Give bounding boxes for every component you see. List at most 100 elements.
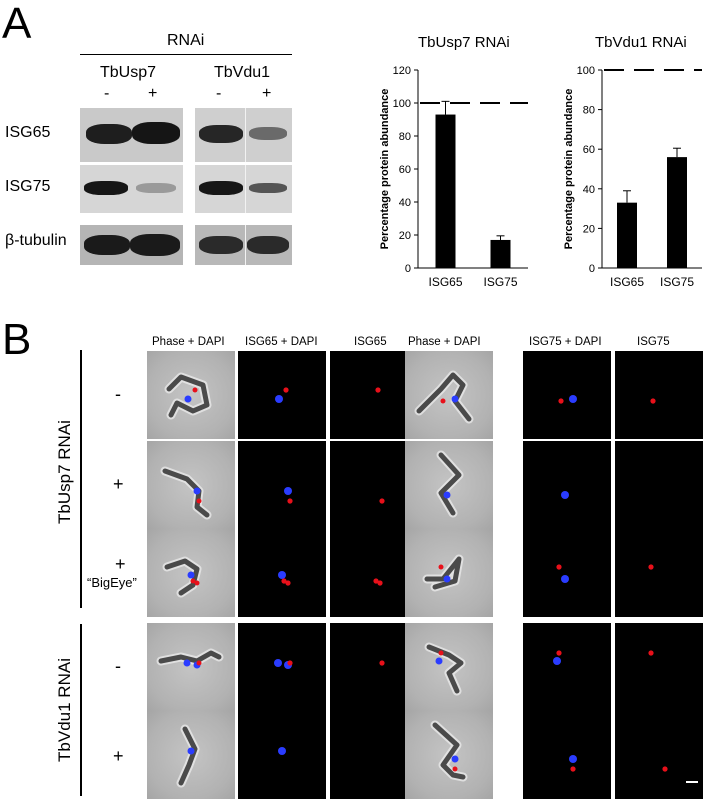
micrograph-isg-dapi	[523, 711, 611, 799]
isg-signal	[196, 660, 202, 666]
row-label-usp7-bigeye-plus: +	[115, 554, 126, 574]
micrograph-isg	[330, 529, 418, 617]
micrograph-phase-dapi-image	[164, 372, 212, 420]
isg-signal	[556, 650, 562, 656]
micrograph-isg-dapi	[523, 529, 611, 617]
group-bracket-tbusp7	[80, 350, 82, 608]
cell-body	[166, 374, 210, 418]
row-label-vdu1-minus: -	[115, 656, 121, 676]
isg-signal	[190, 578, 196, 584]
micrograph-isg-dapi	[238, 623, 326, 711]
blot-vdu1-isg75	[195, 165, 292, 213]
micrograph-phase-dapi-image	[422, 554, 464, 592]
lane-plus-usp7: +	[148, 85, 158, 102]
micrograph-isg	[615, 441, 703, 529]
blot-usp7-isg75	[80, 165, 183, 213]
micrograph-phase-dapi-image	[162, 556, 202, 598]
scale-bar	[686, 781, 698, 783]
micrograph-phase-dapi	[147, 529, 235, 617]
col-header-phase-dapi-1: Phase + DAPI	[152, 336, 225, 348]
band	[86, 124, 132, 144]
dapi-signal	[561, 575, 569, 583]
cell-body	[432, 722, 466, 780]
x-tick-label: ISG65	[428, 275, 462, 289]
micrograph-isg-dapi	[523, 623, 611, 711]
micrograph-phase-dapi	[147, 623, 235, 711]
isg-signal	[377, 580, 383, 586]
micrograph-phase-dapi	[147, 711, 235, 799]
y-tick-label: 100	[577, 65, 595, 77]
lane-plus-vdu1: +	[262, 85, 272, 102]
band	[249, 127, 287, 140]
lane-splice-line	[245, 108, 246, 162]
bar-isg75	[667, 157, 687, 268]
panel-a-letter: A	[2, 0, 32, 48]
micrograph-phase-dapi-image	[156, 648, 224, 669]
isg-signal	[287, 498, 293, 504]
col-header-isg75-dapi: ISG75 + DAPI	[529, 336, 602, 348]
micrograph-isg-dapi-image	[275, 387, 289, 403]
band	[84, 181, 128, 195]
micrograph-isg-dapi-image	[556, 564, 569, 583]
micrograph-phase-dapi	[405, 623, 493, 711]
isg-signal	[379, 498, 385, 504]
micrograph-isg-image	[373, 578, 383, 586]
micrograph-isg-dapi-image	[569, 755, 577, 772]
isg-signal	[556, 564, 562, 570]
row-label-usp7-plus: +	[113, 474, 124, 494]
dapi-signal	[569, 755, 577, 763]
cell-body	[164, 558, 200, 596]
dapi-signal	[443, 575, 451, 583]
dapi-signal	[561, 491, 569, 499]
y-tick-label: 0	[589, 263, 595, 275]
isg-signal	[379, 660, 385, 666]
micrograph-isg-dapi-image	[278, 747, 286, 755]
y-tick-label: 80	[399, 131, 411, 143]
x-tick-label: ISG65	[610, 275, 644, 289]
micrograph-isg	[330, 441, 418, 529]
band	[249, 183, 287, 193]
dapi-signal	[193, 487, 201, 495]
band	[199, 181, 243, 195]
band	[247, 236, 289, 254]
lane-splice-line	[245, 225, 246, 265]
cell-body	[416, 372, 472, 422]
isg-signal	[650, 398, 656, 404]
cell-body	[424, 556, 462, 590]
cell-body	[178, 726, 198, 786]
micrograph-isg-image	[375, 387, 381, 393]
rnai-header-rule	[80, 54, 292, 55]
micrograph-phase-dapi-image	[176, 724, 200, 788]
isg-signal	[194, 580, 200, 586]
col-header-isg75: ISG75	[637, 336, 670, 348]
micrograph-isg	[615, 711, 703, 799]
cell-body	[158, 650, 222, 664]
micrograph-phase-dapi-image	[430, 720, 468, 782]
dapi-signal	[553, 657, 561, 665]
cell-body	[438, 452, 462, 516]
micrograph-phase-dapi	[405, 441, 493, 529]
row-label-vdu1-plus: +	[113, 746, 124, 766]
micrograph-isg-dapi-image	[278, 571, 291, 586]
band	[84, 235, 130, 255]
isg-signal	[662, 766, 668, 772]
micrograph-phase-dapi	[405, 711, 493, 799]
band	[199, 236, 243, 254]
micrograph-isg-image	[662, 766, 668, 772]
blot-usp7-isg65	[80, 108, 183, 162]
y-tick-label: 60	[399, 164, 411, 176]
y-tick-label: 60	[583, 144, 595, 156]
col-header-isg65-dapi: ISG65 + DAPI	[245, 336, 318, 348]
micrograph-isg-dapi	[238, 441, 326, 529]
isg-signal	[375, 387, 381, 393]
blot-row-label-isg75: ISG75	[5, 178, 51, 195]
dapi-signal	[443, 491, 451, 499]
y-axis-label: Percentage protein abundance	[563, 89, 575, 250]
micrograph-isg-image	[648, 650, 654, 656]
x-tick-label: ISG75	[660, 275, 694, 289]
panel-b-letter: B	[2, 315, 32, 364]
group-label-tbvdu1: TbVdu1	[214, 64, 271, 81]
y-tick-label: 120	[393, 65, 411, 77]
